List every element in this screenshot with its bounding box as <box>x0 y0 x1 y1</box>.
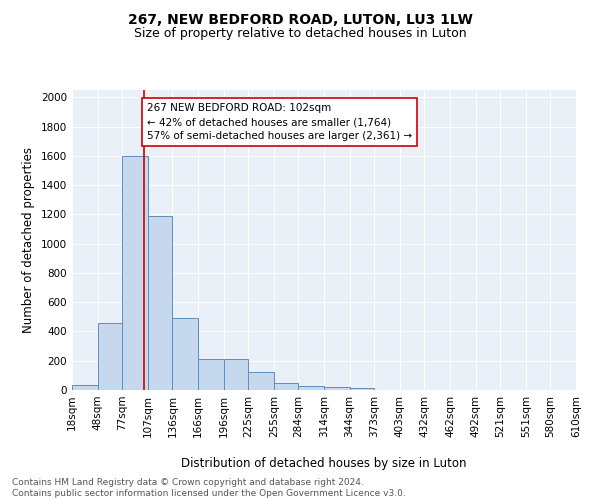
Bar <box>274 384 298 390</box>
Text: 267, NEW BEDFORD ROAD, LUTON, LU3 1LW: 267, NEW BEDFORD ROAD, LUTON, LU3 1LW <box>128 12 472 26</box>
Bar <box>72 385 98 390</box>
Y-axis label: Number of detached properties: Number of detached properties <box>22 147 35 333</box>
Bar <box>198 360 224 390</box>
Bar <box>98 322 122 390</box>
Text: Size of property relative to detached houses in Luton: Size of property relative to detached ho… <box>134 28 466 40</box>
Bar <box>298 386 324 390</box>
Bar <box>248 372 274 390</box>
Bar <box>224 360 248 390</box>
Bar <box>350 388 374 390</box>
Bar <box>122 156 148 390</box>
Text: Contains HM Land Registry data © Crown copyright and database right 2024.
Contai: Contains HM Land Registry data © Crown c… <box>12 478 406 498</box>
Text: 267 NEW BEDFORD ROAD: 102sqm
← 42% of detached houses are smaller (1,764)
57% of: 267 NEW BEDFORD ROAD: 102sqm ← 42% of de… <box>147 103 412 141</box>
Text: Distribution of detached houses by size in Luton: Distribution of detached houses by size … <box>181 458 467 470</box>
Bar <box>324 387 350 390</box>
Bar <box>172 318 198 390</box>
Bar <box>148 216 172 390</box>
